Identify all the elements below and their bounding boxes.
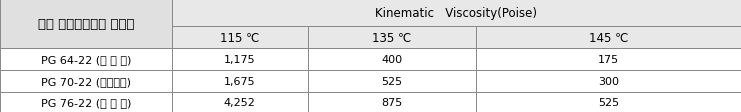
Bar: [476, 92, 741, 112]
Text: 135 ℃: 135 ℃: [372, 31, 411, 44]
Bar: [308, 92, 476, 112]
Text: Kinematic   Viscosity(Poise): Kinematic Viscosity(Poise): [376, 7, 537, 20]
Bar: [0, 70, 172, 92]
Text: PG 70-22 (중간콥용): PG 70-22 (중간콥용): [41, 76, 131, 86]
Bar: [476, 70, 741, 92]
Bar: [172, 0, 741, 27]
Bar: [308, 27, 476, 49]
Bar: [0, 0, 172, 49]
Bar: [476, 27, 741, 49]
Bar: [172, 70, 308, 92]
Text: 175: 175: [598, 55, 619, 64]
Text: 115 ℃: 115 ℃: [220, 31, 259, 44]
Text: 525: 525: [381, 76, 402, 86]
Bar: [172, 27, 308, 49]
Bar: [172, 49, 308, 70]
Text: 1,175: 1,175: [224, 55, 256, 64]
Text: 525: 525: [598, 97, 619, 107]
Text: 400: 400: [381, 55, 402, 64]
Text: 300: 300: [598, 76, 619, 86]
Bar: [308, 49, 476, 70]
Text: 중온 개질아스팩트 바인더: 중온 개질아스팩트 바인더: [38, 18, 134, 31]
Text: 145 ℃: 145 ℃: [588, 31, 628, 44]
Bar: [476, 49, 741, 70]
Text: 4,252: 4,252: [224, 97, 256, 107]
Text: 1,675: 1,675: [224, 76, 256, 86]
Bar: [0, 92, 172, 112]
Bar: [0, 49, 172, 70]
Bar: [172, 92, 308, 112]
Text: 875: 875: [381, 97, 402, 107]
Text: PG 76-22 (표 콥 용): PG 76-22 (표 콥 용): [41, 97, 131, 107]
Text: PG 64-22 (기 콥 용): PG 64-22 (기 콥 용): [41, 55, 131, 64]
Bar: [308, 70, 476, 92]
